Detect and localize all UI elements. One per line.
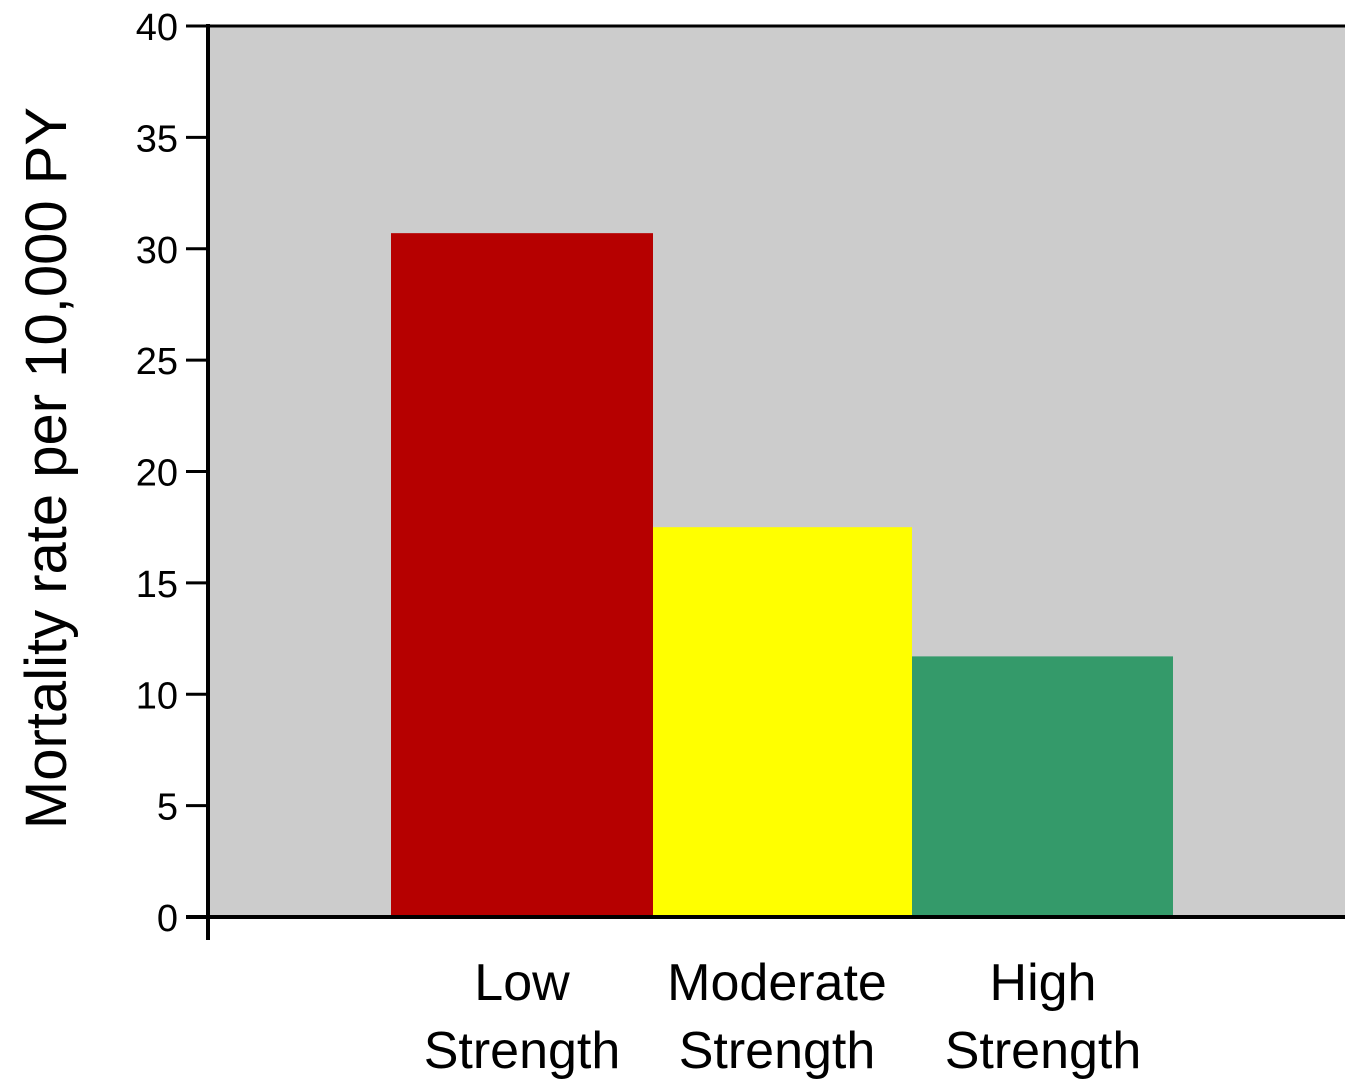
y-tick-label: 0 [157, 898, 178, 940]
y-tick-label: 20 [136, 453, 178, 495]
bars [391, 233, 1173, 920]
x-category-label: High Strength [945, 954, 1142, 1080]
x-category-label: Low Strength [424, 954, 621, 1080]
bar-low-strength [391, 233, 653, 920]
bar-moderate-strength [653, 527, 912, 919]
y-tick-label: 5 [157, 787, 178, 829]
y-tick-label: 35 [136, 118, 178, 160]
x-axis-labels: Low Strength Moderate Strength High Strength [424, 954, 1142, 1080]
y-tick-label: 30 [136, 230, 178, 272]
y-tick-label: 15 [136, 564, 178, 606]
y-axis-title: Mortality rate per 10,000 PY [14, 107, 79, 829]
y-tick-label: 40 [136, 7, 178, 49]
y-tick-label: 25 [136, 341, 178, 383]
bar-high-strength [912, 656, 1173, 919]
y-tick-label: 10 [136, 675, 178, 717]
x-category-label: Moderate Strength [667, 954, 887, 1080]
y-axis-ticks: 0 5 10 15 20 25 30 35 40 [136, 7, 208, 940]
axes [186, 24, 1345, 940]
